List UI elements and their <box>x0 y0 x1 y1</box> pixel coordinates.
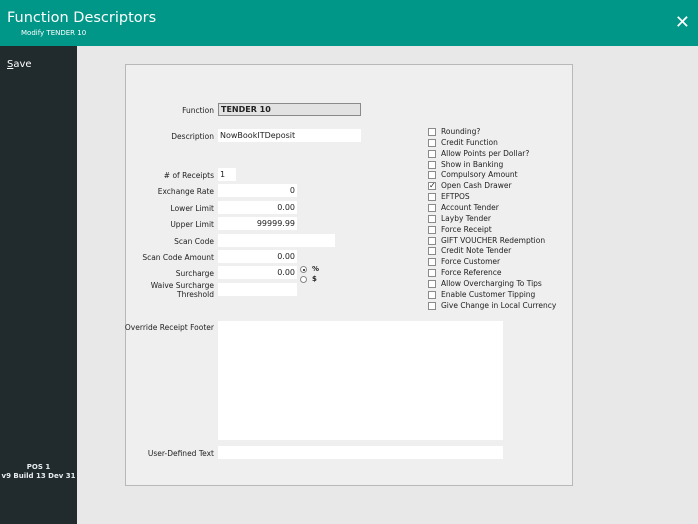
waive-threshold-label: Threshold <box>177 290 214 299</box>
surcharge-percent-radio[interactable] <box>300 266 307 273</box>
waive-threshold-field[interactable] <box>218 283 297 296</box>
checkbox[interactable] <box>428 128 436 136</box>
checkbox[interactable] <box>428 160 436 169</box>
checkbox[interactable] <box>428 247 436 256</box>
surcharge-percent-label: % <box>312 265 320 273</box>
function-field: TENDER 10 <box>218 103 361 116</box>
checkbox-label: Rounding? <box>441 127 481 136</box>
build-label: v9 Build 13 Dev 31 <box>1 472 76 480</box>
surcharge-dollar-radio[interactable] <box>300 276 307 283</box>
receipts-field[interactable]: 1 <box>218 168 236 181</box>
user-defined-text-field[interactable] <box>218 446 503 459</box>
surcharge-dollar-label: $ <box>312 275 317 283</box>
user-defined-text-label: User-Defined Text <box>147 449 214 458</box>
upper-limit-field[interactable]: 99999.99 <box>218 217 297 230</box>
checkbox-label: GIFT VOUCHER Redemption <box>441 235 546 245</box>
checkbox[interactable] <box>428 258 436 267</box>
description-field[interactable]: NowBookITDeposit <box>218 129 361 142</box>
pos-label: POS 1 <box>26 463 51 471</box>
checkbox[interactable] <box>428 203 436 212</box>
function-label: Function <box>182 106 214 115</box>
upper-limit-label: Upper Limit <box>170 220 214 229</box>
checkbox[interactable] <box>428 193 436 202</box>
checkbox-checked[interactable]: ✓ <box>428 181 436 191</box>
checkbox-label: Credit Function <box>441 137 498 147</box>
checkbox[interactable] <box>428 225 436 234</box>
surcharge-label: Surcharge <box>175 269 214 278</box>
scan-code-field[interactable] <box>218 234 335 247</box>
checkbox-label: Allow Overcharging To Tips <box>441 278 542 288</box>
window-title: Function Descriptors <box>7 10 157 26</box>
checkbox-label: Force Receipt <box>441 224 492 234</box>
exchange-rate-field[interactable]: 0 <box>218 184 297 197</box>
surcharge-field[interactable]: 0.00 <box>218 266 297 279</box>
description-label: Description <box>171 132 214 141</box>
footer-textarea[interactable] <box>218 321 503 440</box>
close-icon[interactable]: ✕ <box>674 12 690 33</box>
checkbox-label: Open Cash Drawer <box>441 181 512 191</box>
checkbox[interactable] <box>428 236 436 245</box>
footer-label: Override Receipt Footer <box>124 323 214 332</box>
window-subtitle: Modify TENDER 10 <box>21 29 87 37</box>
checkbox[interactable] <box>428 149 436 158</box>
checkbox-label: Allow Points per Dollar? <box>441 148 530 158</box>
save-button[interactable]: Save <box>7 59 32 70</box>
checkbox-label: Account Tender <box>441 202 499 212</box>
lower-limit-field[interactable]: 0.00 <box>218 201 297 214</box>
checkbox[interactable] <box>428 214 436 223</box>
checkbox[interactable] <box>428 269 436 278</box>
waive-surcharge-label: Waive Surcharge <box>150 281 214 290</box>
scan-code-amount-field[interactable]: 0.00 <box>218 250 297 263</box>
exchange-rate-label: Exchange Rate <box>157 187 214 196</box>
checkbox[interactable] <box>428 279 436 288</box>
checkbox[interactable] <box>428 138 436 147</box>
receipts-label: # of Receipts <box>163 171 214 180</box>
scan-code-label: Scan Code <box>174 237 214 246</box>
checkbox-label: Force Reference <box>441 268 502 278</box>
checkbox-label: Compulsory Amount <box>441 170 518 180</box>
checkbox-label: Give Change in Local Currency <box>441 300 557 310</box>
checkbox[interactable] <box>428 301 436 310</box>
checkbox-label: Enable Customer Tipping <box>441 289 536 299</box>
checkbox-label: Credit Note Tender <box>441 246 512 256</box>
sidebar: Save POS 1 v9 Build 13 Dev 31 <box>0 46 77 524</box>
checkbox-label: Layby Tender <box>441 213 491 223</box>
scan-code-amount-label: Scan Code Amount <box>142 253 214 262</box>
title-bar: Function Descriptors Modify TENDER 10 ✕ <box>0 0 698 46</box>
checkbox-label: Force Customer <box>441 257 501 267</box>
checkbox-label: EFTPOS <box>441 192 470 202</box>
checkbox-label: Show in Banking <box>441 159 504 169</box>
checkbox[interactable] <box>428 171 436 180</box>
lower-limit-label: Lower Limit <box>170 204 214 213</box>
checkbox[interactable] <box>428 290 436 299</box>
